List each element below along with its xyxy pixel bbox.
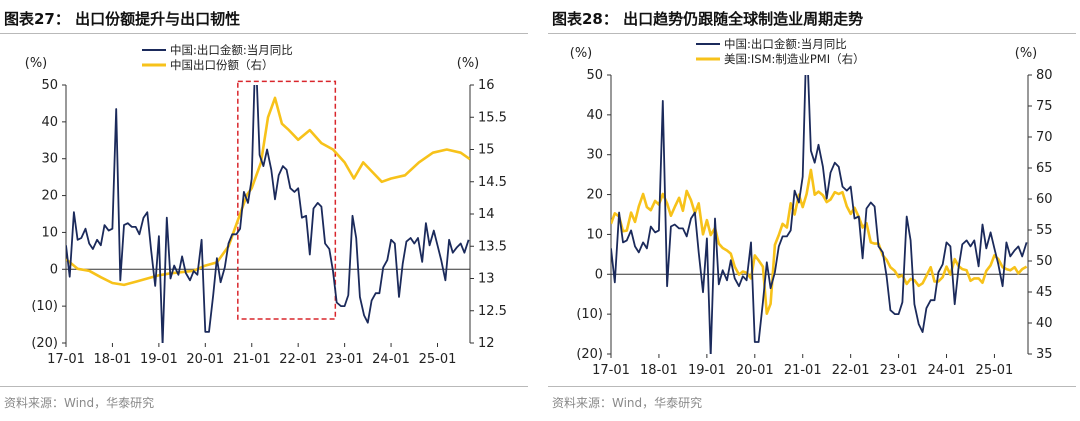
x-axis-tick-label: 17-01 (592, 363, 630, 378)
x-axis-tick-label: 21-01 (784, 363, 822, 378)
legend-label: 中国:出口金额:当月同比 (724, 37, 847, 51)
x-axis-tick-label: 20-01 (736, 363, 774, 378)
x-axis-tick-label: 22-01 (832, 363, 870, 378)
source-divider (548, 386, 1076, 387)
left-axis-unit: (%) (570, 46, 593, 61)
chart-panel-right: 图表28： 出口趋势仍跟随全球制造业周期走势 (20) (10) 0 10 20 30 40… (548, 0, 1078, 421)
series-line-gold (66, 96, 470, 287)
x-axis-tick-label: 23-01 (880, 363, 918, 378)
x-axis-tick-label: 21-01 (233, 352, 271, 367)
right-axis-unit: (%) (1015, 46, 1038, 61)
title-divider (0, 33, 528, 34)
x-axis-tick-label: 19-01 (688, 363, 726, 378)
x-axis-tick-label: 24-01 (928, 363, 966, 378)
right-axis-tick-label: 35 (1036, 347, 1053, 362)
x-axis-tick-label: 25-01 (419, 352, 457, 367)
x-axis-tick-label: 17-01 (47, 352, 85, 367)
right-axis-tick-label: 50 (1036, 254, 1053, 269)
right-axis-tick-label: 60 (1036, 192, 1053, 207)
left-axis-tick-label: 40 (41, 115, 58, 130)
left-axis-tick-label: 20 (41, 189, 58, 204)
left-axis-tick-label: 30 (41, 152, 58, 167)
right-axis-tick-label: 14.5 (478, 175, 507, 190)
legend-label: 中国出口份额（右） (170, 58, 274, 72)
x-axis-tick-label: 25-01 (976, 363, 1014, 378)
left-axis-tick-label: 10 (586, 227, 603, 242)
legend-label: 中国:出口金额:当月同比 (170, 43, 293, 57)
right-axis-tick-label: 16 (478, 78, 495, 93)
right-axis-tick-label: 12.5 (478, 304, 507, 319)
right-axis-tick-label: 80 (1036, 68, 1053, 83)
source-divider (0, 386, 528, 387)
left-axis-tick-label: 10 (41, 225, 58, 240)
right-axis-tick-label: 65 (1036, 161, 1053, 176)
right-axis-tick-label: 45 (1036, 285, 1053, 300)
right-axis-unit: (%) (457, 56, 480, 71)
title-divider (548, 33, 1076, 34)
right-axis-tick-label: 15.5 (478, 110, 507, 125)
x-axis-tick-label: 18-01 (94, 352, 132, 367)
chart-title: 图表27： 出口份额提升与出口韧性 (4, 10, 241, 28)
left-axis-tick-label: (10) (576, 307, 603, 322)
right-axis-tick-label: 75 (1036, 99, 1053, 114)
right-axis-tick-label: 12 (478, 336, 495, 351)
x-axis-tick-label: 18-01 (640, 363, 678, 378)
x-axis-tick-label: 24-01 (372, 352, 410, 367)
chart-left-svg: (20) (10) 0 10 20 30 40 50 (%) 12 12.5 13 13.5 14 14.5… (25, 43, 507, 367)
x-axis-tick-label: 20-01 (186, 352, 224, 367)
right-axis-tick-label: 55 (1036, 223, 1053, 238)
left-axis-unit: (%) (25, 56, 48, 71)
right-axis-tick-label: 13.5 (478, 239, 507, 254)
series-line-gold (611, 168, 1028, 316)
left-axis-tick-label: 20 (586, 188, 603, 203)
chart-title: 图表28： 出口趋势仍跟随全球制造业周期走势 (552, 10, 864, 28)
x-axis-tick-label: 22-01 (279, 352, 317, 367)
series-line-navy (611, 75, 1028, 354)
highlight-box (237, 80, 337, 320)
chart-source: 资料来源：Wind，华泰研究 (4, 396, 155, 410)
left-axis-tick-label: (10) (31, 299, 58, 314)
left-axis-tick-label: 50 (41, 78, 58, 93)
right-axis-tick-label: 13 (478, 272, 495, 287)
left-axis-tick-label: 30 (586, 148, 603, 163)
series-line-navy (66, 85, 470, 343)
right-axis-tick-label: 15 (478, 143, 495, 158)
left-axis-tick-label: 40 (586, 108, 603, 123)
right-axis-tick-label: 40 (1036, 316, 1053, 331)
chart-source: 资料来源：Wind，华泰研究 (552, 396, 703, 410)
left-axis-tick-label: 50 (586, 68, 603, 83)
right-axis-tick-label: 70 (1036, 130, 1053, 145)
left-axis-tick-label: (20) (31, 336, 58, 351)
x-axis-tick-label: 23-01 (326, 352, 364, 367)
x-axis-tick-label: 19-01 (140, 352, 178, 367)
left-axis-tick-label: (20) (576, 347, 603, 362)
chart-panel-left: 图表27： 出口份额提升与出口韧性 (20) (10) 0 10 20 30 40 50 (%)… (0, 0, 530, 421)
chart-right-svg: (20) (10) 0 10 20 30 40 50 (%) 35 40 45 50 55 60 65 70 75… (570, 37, 1053, 378)
right-axis-tick-label: 14 (478, 207, 495, 222)
left-axis-tick-label: 0 (50, 262, 58, 277)
left-axis-tick-label: 0 (595, 267, 603, 282)
legend-label: 美国:ISM:制造业PMI（右） (724, 52, 865, 66)
